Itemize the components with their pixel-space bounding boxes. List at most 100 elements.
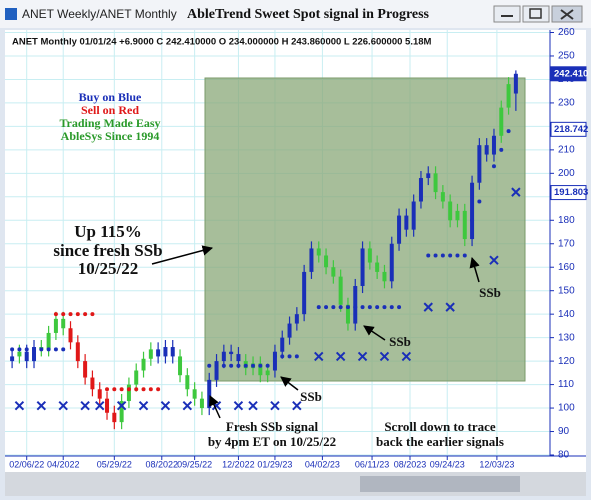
signal-cross — [58, 401, 68, 411]
candle-body — [156, 349, 161, 357]
signal-dot — [360, 305, 365, 310]
signal-cross — [270, 401, 280, 411]
y-tick-label: 180 — [558, 215, 575, 226]
candle-body — [433, 173, 438, 193]
signal-dot — [331, 305, 336, 310]
candle-body — [32, 347, 37, 362]
signal-dot — [433, 253, 438, 258]
candle-body — [163, 347, 168, 357]
candle-body — [426, 173, 431, 179]
candle-body — [192, 389, 197, 399]
highlight-zone — [204, 77, 526, 382]
signal-dot — [382, 305, 387, 310]
signal-dot — [39, 347, 44, 352]
candle-body — [506, 84, 511, 108]
signal-dot — [53, 347, 58, 352]
signal-dot — [126, 387, 131, 392]
signal-dot — [207, 363, 212, 368]
x-tick-label: 04/02/23 — [305, 459, 340, 469]
arrows — [151, 245, 480, 419]
candle-body — [10, 356, 15, 362]
signal-dot — [83, 312, 88, 317]
signal-dot — [345, 305, 350, 310]
signal-cross — [401, 351, 412, 362]
window-controls[interactable] — [493, 5, 583, 23]
candle-body — [302, 271, 307, 315]
y-tick-label: 260 — [558, 27, 575, 38]
note: Fresh SSb signal — [226, 419, 319, 434]
signal-cross — [80, 401, 90, 411]
candle-body — [83, 361, 88, 378]
note: Scroll down to trace — [384, 419, 496, 434]
scroll-thumb[interactable] — [360, 476, 520, 492]
candle-body — [61, 318, 66, 329]
candle-body — [345, 304, 350, 324]
candle-body — [105, 398, 110, 413]
signal-dot — [367, 305, 372, 310]
x-tick-label: 08/2022 — [146, 459, 179, 469]
y-tick-label: 200 — [558, 168, 575, 179]
candle-body — [134, 370, 139, 385]
signal-cross — [445, 302, 455, 312]
y-tick-label: 100 — [558, 403, 575, 414]
signal-dot — [258, 363, 263, 368]
note: by 4pm ET on 10/25/22 — [208, 434, 336, 449]
y-tick-label: 110 — [558, 379, 574, 390]
candle-body — [97, 389, 102, 399]
candle-body — [448, 201, 453, 221]
candle-body — [236, 354, 241, 362]
candle-body — [382, 271, 387, 282]
note: Sell on Red — [81, 103, 139, 117]
x-tick-label: 09/25/22 — [177, 459, 212, 469]
candle-body — [477, 145, 482, 183]
signal-dot — [53, 312, 58, 317]
signal-dot — [426, 253, 431, 258]
signal-dot — [90, 312, 95, 317]
candle-body — [199, 398, 204, 409]
signal-cross — [160, 401, 171, 411]
signal-dot — [24, 347, 29, 352]
x-tick-label: 06/11/23 — [355, 459, 389, 469]
candle-body — [24, 351, 29, 362]
candle-body — [112, 412, 117, 423]
title-bar — [0, 0, 591, 28]
candle-body — [411, 201, 416, 230]
signal-cross — [36, 401, 47, 411]
signal-dot — [134, 387, 139, 392]
y-tick-label: 230 — [558, 98, 575, 109]
candle-body — [440, 192, 445, 202]
candle-body — [316, 248, 321, 256]
candle-body — [126, 384, 131, 402]
signal-dot — [316, 305, 321, 310]
candle-body — [462, 210, 467, 240]
signal-dot — [389, 305, 394, 310]
window-tab[interactable]: ANET Weekly/ANET Monthly — [22, 7, 177, 21]
candle-body — [389, 243, 394, 282]
price-label: 218.742 — [554, 124, 588, 135]
signal-dot — [112, 387, 117, 392]
signal-dot — [251, 363, 256, 368]
note: 10/25/22 — [78, 259, 138, 278]
candle-body — [331, 267, 336, 277]
candle-body — [397, 215, 402, 244]
signal-dot — [119, 387, 124, 392]
minimize-button[interactable] — [493, 5, 521, 23]
signal-cross — [423, 302, 433, 312]
candle-body — [53, 318, 58, 333]
signal-dot — [499, 147, 504, 152]
x-tick-label: 05/29/22 — [97, 459, 132, 469]
signal-dot — [272, 354, 277, 359]
x-tick-label: 08/2023 — [394, 459, 427, 469]
x-tick-label: 09/24/23 — [430, 459, 465, 469]
note: Trading Made Easy — [59, 116, 160, 130]
signal-dot — [243, 363, 248, 368]
candle-body — [287, 323, 292, 338]
signal-dot — [477, 199, 482, 204]
signal-dot — [448, 253, 453, 258]
signal-dot — [61, 312, 66, 317]
signal-dot — [491, 164, 496, 169]
x-tick-label: 01/29/23 — [257, 459, 292, 469]
candle-body — [499, 107, 504, 136]
candle-body — [375, 262, 380, 272]
signal-dot — [32, 347, 37, 352]
